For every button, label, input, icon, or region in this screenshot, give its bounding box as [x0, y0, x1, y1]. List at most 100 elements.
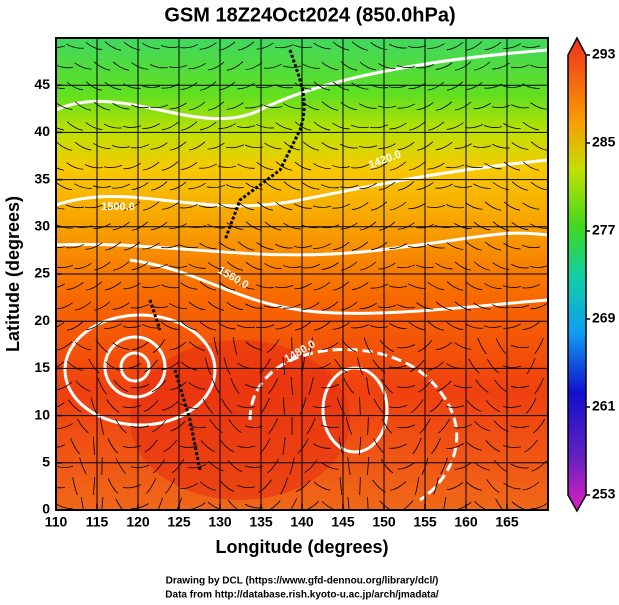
- streamline: [381, 378, 393, 394]
- streamline: [106, 399, 120, 413]
- streamline: [320, 424, 340, 429]
- streamline: [483, 125, 503, 128]
- streamline: [446, 321, 464, 331]
- streamline: [149, 64, 168, 69]
- streamline: [228, 419, 242, 433]
- streamline: [56, 381, 73, 391]
- streamline: [150, 221, 168, 231]
- streamline: [162, 401, 179, 411]
- streamline: [351, 324, 370, 329]
- streamline: [339, 143, 358, 149]
- streamline: [267, 458, 279, 474]
- streamline: [313, 243, 331, 249]
- streamline: [131, 503, 149, 509]
- streamline: [268, 418, 278, 435]
- streamline: [131, 62, 149, 70]
- streamline: [359, 61, 377, 71]
- streamline: [440, 457, 448, 475]
- streamline: [151, 181, 168, 191]
- streamline: [275, 322, 293, 330]
- streamline: [312, 405, 332, 408]
- streamline: [332, 322, 350, 330]
- streamline: [380, 458, 394, 474]
- streamline: [340, 61, 357, 71]
- streamline: [180, 403, 198, 409]
- streamline: [320, 184, 339, 189]
- streamline: [309, 337, 313, 355]
- streamline: [70, 438, 80, 455]
- streamline: [294, 203, 312, 209]
- streamline: [426, 204, 446, 208]
- streamline: [377, 105, 397, 108]
- streamline: [304, 501, 319, 510]
- streamline: [111, 144, 131, 148]
- streamline: [370, 42, 388, 50]
- streamline: [370, 162, 388, 170]
- streamline: [230, 377, 240, 395]
- streamline: [495, 338, 507, 354]
- streamline: [67, 321, 84, 331]
- streamline: [169, 141, 187, 151]
- streamline: [466, 400, 482, 412]
- colorbar-tick-label: 253: [592, 486, 616, 502]
- streamline: [150, 263, 168, 269]
- streamline: [522, 481, 540, 491]
- streamline: [66, 81, 84, 91]
- streamline: [207, 61, 225, 71]
- streamline: [530, 223, 548, 229]
- streamline: [510, 104, 529, 109]
- streamline: [379, 340, 395, 353]
- streamline: [200, 440, 216, 453]
- streamline: [164, 478, 176, 494]
- streamline: [438, 418, 450, 434]
- streamline: [333, 281, 350, 291]
- streamline: [503, 482, 521, 490]
- streamline: [151, 419, 167, 433]
- x-tick-label: 140: [290, 514, 314, 530]
- y-tick-label: 35: [34, 170, 50, 186]
- streamline: [313, 81, 331, 91]
- streamline: [282, 65, 302, 68]
- streamline: [339, 477, 343, 496]
- streamline: [465, 281, 483, 291]
- streamline: [510, 64, 530, 69]
- streamline: [85, 42, 103, 51]
- streamline: [97, 377, 107, 395]
- streamline: [474, 420, 490, 432]
- streamline: [473, 183, 491, 189]
- streamline: [486, 479, 500, 493]
- streamline: [351, 82, 369, 90]
- streamline: [56, 321, 65, 328]
- streamline: [443, 497, 447, 510]
- streamline: [84, 204, 104, 209]
- streamline: [92, 437, 96, 456]
- streamline: [107, 478, 119, 494]
- streamline: [256, 201, 273, 211]
- streamline: [188, 101, 206, 111]
- streamline: [226, 102, 244, 110]
- streamline: [297, 438, 309, 454]
- x-tick-label: 115: [86, 514, 109, 530]
- streamline: [169, 223, 187, 229]
- streamline: [446, 281, 463, 291]
- streamline: [502, 85, 522, 88]
- streamline: [199, 242, 217, 250]
- streamline: [170, 420, 186, 432]
- streamline: [446, 242, 464, 250]
- streamline: [84, 164, 103, 169]
- streamline: [343, 378, 355, 394]
- streamline: [225, 184, 244, 189]
- streamline: [236, 324, 256, 329]
- streamline: [180, 44, 199, 49]
- streamline: [464, 164, 484, 169]
- streamline: [227, 61, 244, 71]
- y-tick-label: 30: [34, 218, 50, 234]
- streamline: [465, 241, 482, 251]
- streamline: [534, 378, 544, 395]
- streamline: [267, 378, 279, 394]
- streamline: [313, 281, 331, 291]
- streamline: [494, 379, 508, 393]
- x-tick-label: 165: [495, 514, 519, 530]
- streamline: [356, 357, 363, 375]
